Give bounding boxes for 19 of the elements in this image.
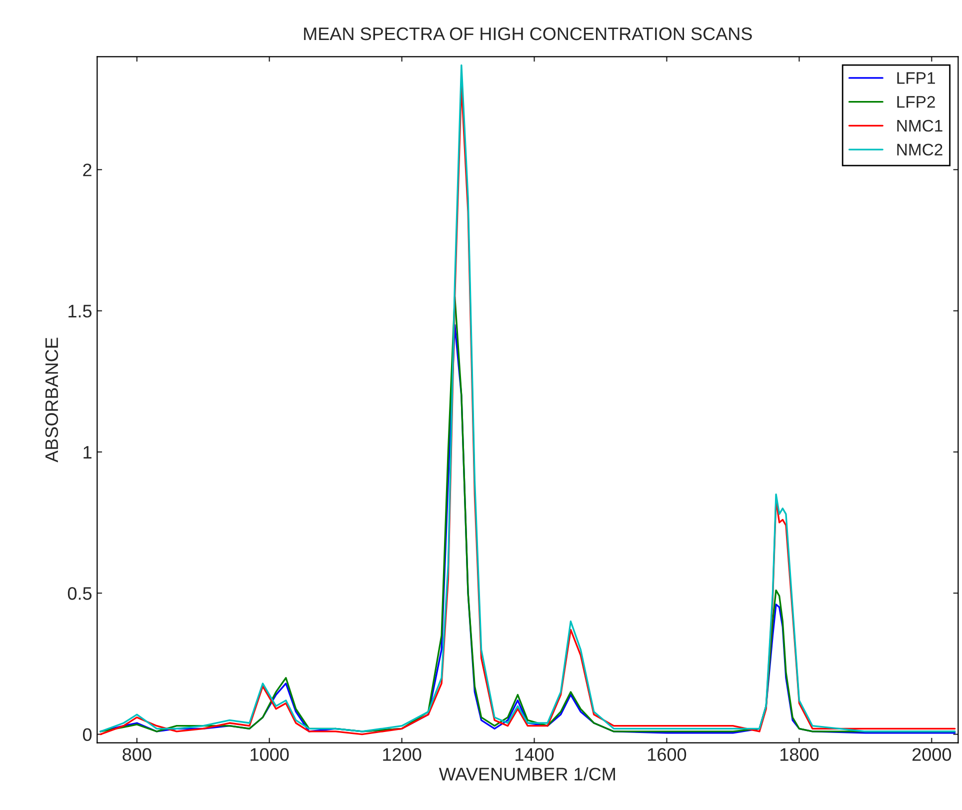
- y-tick-label: 1.5: [68, 304, 92, 318]
- x-tick-label: 1000: [250, 748, 289, 761]
- y-tick-label: 0: [82, 728, 92, 742]
- legend-label: NMC2: [897, 144, 942, 156]
- x-tick-label: 1400: [516, 748, 554, 761]
- x-tick-label: 1600: [648, 748, 686, 761]
- y-tick-label: 2: [83, 164, 92, 176]
- y-tick-label: 1: [84, 446, 92, 459]
- chart-title: MEAN SPECTRA OF HIGH CONCENTRATION SCANS: [304, 27, 752, 40]
- y-axis-title: ABSORBANCE: [45, 338, 58, 462]
- x-tick-label: 800: [122, 748, 152, 761]
- x-tick-label: 1800: [780, 748, 819, 761]
- x-tick-label: 2000: [912, 748, 952, 761]
- y-tick-label: 0.5: [68, 587, 92, 600]
- legend-label: LFP1: [897, 72, 935, 84]
- legend-label: LFP2: [897, 96, 935, 108]
- legend-label: NMC1: [897, 120, 942, 132]
- x-tick-label: 1200: [383, 748, 422, 761]
- x-axis-title: WAVENUMBER 1/CM: [438, 767, 615, 781]
